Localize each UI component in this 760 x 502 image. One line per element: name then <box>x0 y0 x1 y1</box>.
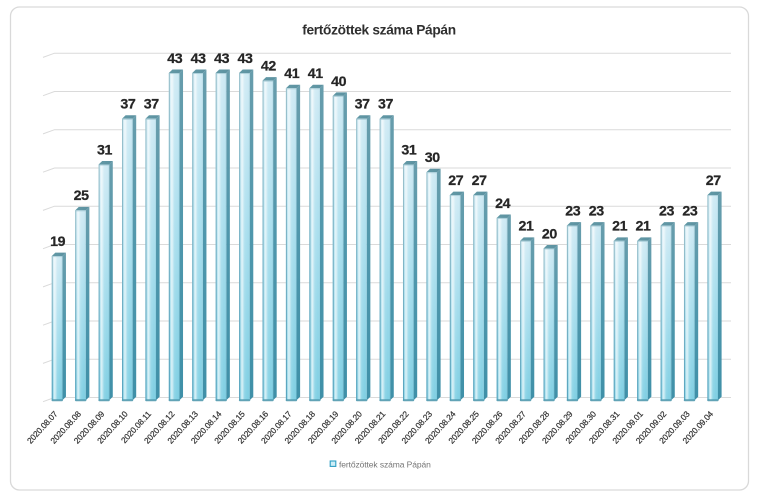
svg-text:21: 21 <box>612 219 627 235</box>
svg-text:25: 25 <box>74 188 89 204</box>
svg-text:43: 43 <box>167 51 182 67</box>
svg-text:43: 43 <box>214 51 229 67</box>
svg-text:42: 42 <box>261 59 276 75</box>
svg-text:24: 24 <box>495 196 510 212</box>
svg-text:31: 31 <box>401 143 416 159</box>
svg-text:41: 41 <box>308 66 323 82</box>
svg-text:37: 37 <box>355 97 370 113</box>
svg-text:23: 23 <box>589 204 604 220</box>
svg-text:37: 37 <box>120 97 135 113</box>
svg-text:19: 19 <box>50 234 65 250</box>
svg-text:fertőzöttek száma Pápán: fertőzöttek száma Pápán <box>339 459 431 469</box>
svg-text:43: 43 <box>238 51 253 67</box>
svg-text:23: 23 <box>565 204 580 220</box>
svg-text:30: 30 <box>425 150 440 166</box>
svg-text:37: 37 <box>144 97 159 113</box>
svg-text:23: 23 <box>682 204 697 220</box>
svg-text:20: 20 <box>542 226 557 242</box>
svg-text:fertőzöttek száma Pápán: fertőzöttek száma Pápán <box>302 22 456 37</box>
svg-text:41: 41 <box>284 66 299 82</box>
svg-text:27: 27 <box>448 173 463 189</box>
svg-text:31: 31 <box>97 143 112 159</box>
svg-text:40: 40 <box>331 74 346 90</box>
svg-text:43: 43 <box>191 51 206 67</box>
svg-text:37: 37 <box>378 97 393 113</box>
svg-text:27: 27 <box>706 173 721 189</box>
svg-text:21: 21 <box>636 219 651 235</box>
svg-text:27: 27 <box>472 173 487 189</box>
svg-text:23: 23 <box>659 204 674 220</box>
svg-text:21: 21 <box>519 219 534 235</box>
